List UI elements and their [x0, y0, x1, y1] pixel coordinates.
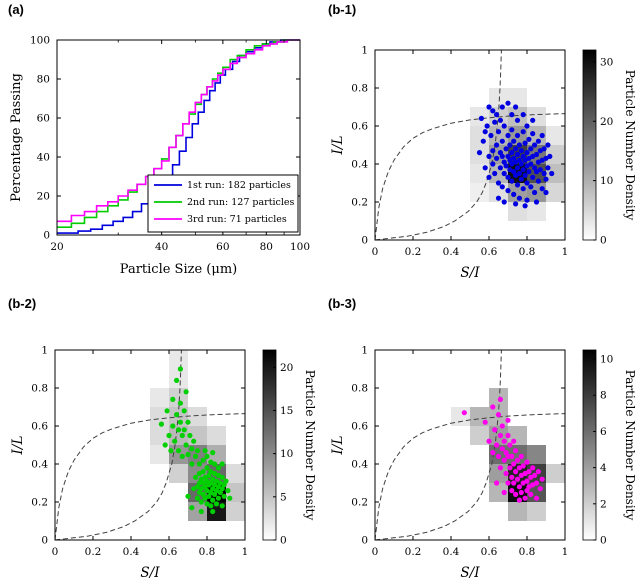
svg-text:100: 100 [30, 35, 50, 47]
svg-text:I/L: I/L [10, 436, 26, 456]
svg-text:0: 0 [280, 535, 287, 547]
svg-text:0.8: 0.8 [519, 246, 536, 258]
svg-text:0: 0 [372, 546, 379, 558]
panel-label-b3: (b-3) [328, 296, 357, 311]
panel-b1-scatter-chart: 0 0.2 0.4 0.6 0.8 100.20.40.60.81S/II/L010203… [330, 45, 637, 282]
svg-text:0: 0 [43, 230, 50, 242]
svg-text:0.8: 0.8 [351, 83, 368, 95]
panel-label-a: (a) [8, 2, 24, 17]
svg-text:0.8: 0.8 [519, 546, 536, 558]
svg-text:100: 100 [290, 241, 310, 253]
panel-label-b1: (b-1) [328, 2, 357, 17]
svg-text:0.8: 0.8 [351, 383, 368, 395]
svg-text:6: 6 [600, 426, 607, 438]
svg-text:0: 0 [361, 235, 368, 247]
svg-text:1: 1 [562, 546, 569, 558]
svg-text:30: 30 [600, 56, 613, 68]
svg-text:0: 0 [52, 546, 59, 558]
svg-text:0.4: 0.4 [351, 159, 368, 171]
svg-text:1: 1 [242, 546, 249, 558]
svg-text:80: 80 [37, 74, 50, 86]
svg-text:20: 20 [50, 241, 63, 253]
svg-text:40: 40 [155, 241, 168, 253]
svg-text:4: 4 [600, 462, 607, 474]
svg-text:Particle Number Density: Particle Number Density [623, 370, 637, 521]
svg-text:0.6: 0.6 [161, 546, 178, 558]
svg-text:1: 1 [361, 345, 368, 357]
svg-text:I/L: I/L [330, 436, 346, 456]
panel-label-b2: (b-2) [8, 296, 37, 311]
svg-text:0.6: 0.6 [481, 246, 498, 258]
svg-text:S/I: S/I [140, 565, 160, 581]
svg-text:Particle Number Density: Particle Number Density [303, 370, 317, 521]
svg-text:0: 0 [600, 235, 607, 247]
svg-text:0.2: 0.2 [85, 546, 102, 558]
svg-text:0.2: 0.2 [351, 197, 368, 209]
svg-text:I/L: I/L [330, 136, 346, 156]
svg-text:60: 60 [216, 241, 229, 253]
panel-b3-scatter-chart: 0 0.2 0.4 0.6 0.8 100.20.40.60.81S/II/L024681… [330, 345, 637, 581]
svg-text:10: 10 [600, 354, 613, 366]
svg-text:2nd run: 127 particles: 2nd run: 127 particles [187, 197, 295, 208]
svg-text:Particle Number Density: Particle Number Density [623, 70, 637, 221]
svg-text:20: 20 [37, 191, 50, 203]
svg-text:8: 8 [600, 390, 607, 402]
svg-text:0.6: 0.6 [31, 421, 48, 433]
svg-text:0.4: 0.4 [123, 546, 140, 558]
svg-text:10: 10 [600, 175, 613, 187]
svg-text:0.4: 0.4 [443, 246, 460, 258]
svg-text:0.6: 0.6 [351, 121, 368, 133]
panel-b2-scatter-chart: 0 0.2 0.4 0.6 0.8 100.20.40.60.81S/II/L051015… [10, 345, 317, 581]
svg-text:0.6: 0.6 [351, 421, 368, 433]
svg-text:0: 0 [600, 535, 607, 547]
svg-text:5: 5 [280, 491, 287, 503]
svg-text:S/I: S/I [460, 565, 480, 581]
svg-text:0.4: 0.4 [31, 459, 48, 471]
svg-text:2: 2 [600, 498, 607, 510]
svg-text:0.2: 0.2 [405, 546, 422, 558]
svg-text:0.6: 0.6 [481, 546, 498, 558]
svg-text:0.2: 0.2 [405, 246, 422, 258]
svg-text:0.4: 0.4 [351, 459, 368, 471]
svg-text:40: 40 [37, 152, 50, 164]
svg-text:0.8: 0.8 [199, 546, 216, 558]
svg-text:20: 20 [600, 116, 613, 128]
svg-text:Percentage Passing: Percentage Passing [9, 73, 24, 202]
svg-text:0.2: 0.2 [351, 497, 368, 509]
svg-text:1: 1 [562, 246, 569, 258]
svg-text:15: 15 [280, 405, 293, 417]
svg-text:0.8: 0.8 [31, 383, 48, 395]
svg-text:0: 0 [361, 535, 368, 547]
svg-text:0: 0 [372, 246, 379, 258]
svg-text:0.4: 0.4 [443, 546, 460, 558]
svg-text:1st run: 182 particles: 1st run: 182 particles [187, 180, 291, 191]
svg-text:10: 10 [280, 448, 293, 460]
svg-text:0: 0 [41, 535, 48, 547]
svg-text:60: 60 [37, 113, 50, 125]
svg-text:20: 20 [280, 362, 293, 374]
svg-text:1: 1 [41, 345, 48, 357]
svg-text:1: 1 [361, 45, 368, 57]
svg-text:80: 80 [260, 241, 273, 253]
svg-text:3rd run: 71 particles: 3rd run: 71 particles [187, 214, 287, 225]
svg-text:Particle Size (μm): Particle Size (μm) [120, 262, 237, 277]
svg-text:0.2: 0.2 [31, 497, 48, 509]
svg-text:S/I: S/I [460, 265, 480, 281]
